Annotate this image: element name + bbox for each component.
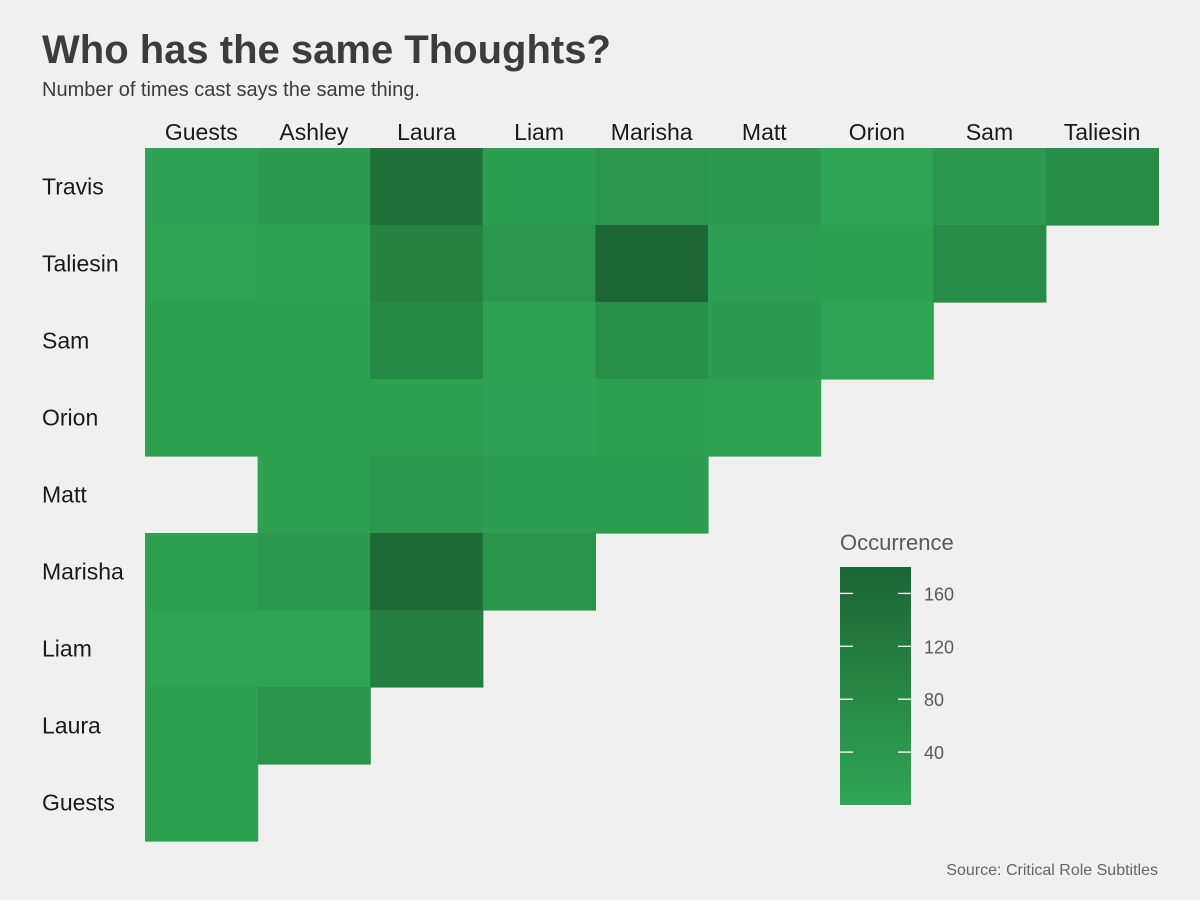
chart-title: Who has the same Thoughts? (42, 28, 611, 72)
heatmap-cell-orion-matt (708, 379, 822, 457)
row-label-taliesin: Taliesin (42, 251, 119, 277)
heatmap-cell-guests-guests (145, 764, 259, 842)
row-label-marisha: Marisha (42, 559, 124, 585)
heatmap-cell-sam-matt (708, 302, 822, 380)
heatmap-cell-sam-laura (370, 302, 484, 380)
legend-tick-label-120: 120 (924, 637, 954, 657)
row-label-laura: Laura (42, 713, 101, 739)
heatmap-cell-matt-liam (482, 456, 596, 534)
heatmap-cell-laura-guests (145, 687, 259, 765)
heatmap-cell-laura-ashley (257, 687, 371, 765)
column-label-sam: Sam (966, 119, 1013, 145)
legend-tick-label-80: 80 (924, 690, 944, 710)
heatmap-cell-sam-marisha (595, 302, 709, 380)
heatmap-cell-travis-sam (933, 148, 1047, 226)
heatmap-cell-taliesin-ashley (257, 225, 371, 303)
legend: Occurrence 40 80 120 160 (840, 530, 954, 805)
heatmap-cell-orion-laura (370, 379, 484, 457)
chart-caption: Source: Critical Role Subtitles (946, 862, 1158, 879)
legend-tick-label-40: 40 (924, 743, 944, 763)
heatmap-cell-travis-orion (820, 148, 934, 226)
column-label-liam: Liam (514, 119, 564, 145)
heatmap-cell-marisha-liam (482, 533, 596, 611)
heatmap-cell-orion-guests (145, 379, 259, 457)
heatmap-cell-liam-laura (370, 610, 484, 688)
column-label-guests: Guests (165, 119, 238, 145)
heatmap-cell-marisha-laura (370, 533, 484, 611)
column-label-marisha: Marisha (611, 119, 693, 145)
row-label-orion: Orion (42, 405, 98, 431)
heatmap-cell-sam-ashley (257, 302, 371, 380)
column-label-laura: Laura (397, 119, 456, 145)
heatmap-cell-sam-guests (145, 302, 259, 380)
heatmap-cell-travis-taliesin (1045, 148, 1159, 226)
heatmap-cell-travis-liam (482, 148, 596, 226)
row-label-sam: Sam (42, 328, 89, 354)
heatmap-cell-travis-guests (145, 148, 259, 226)
row-label-guests: Guests (42, 790, 115, 816)
column-label-matt: Matt (742, 119, 787, 145)
heatmap-cell-taliesin-guests (145, 225, 259, 303)
heatmap-cell-taliesin-matt (708, 225, 822, 303)
heatmap-cell-marisha-guests (145, 533, 259, 611)
column-labels: Guests Ashley Laura Liam Marisha Matt Orion Sam… (165, 119, 1141, 145)
heatmap-cell-taliesin-marisha (595, 225, 709, 303)
column-label-taliesin: Taliesin (1064, 119, 1141, 145)
row-label-travis: Travis (42, 174, 104, 200)
heatmap-cell-travis-marisha (595, 148, 709, 226)
heatmap-cell-travis-matt (708, 148, 822, 226)
heatmap-cell-liam-ashley (257, 610, 371, 688)
heatmap-cell-travis-ashley (257, 148, 371, 226)
column-label-ashley: Ashley (279, 119, 349, 145)
heatmap-cell-taliesin-laura (370, 225, 484, 303)
heatmap-cell-matt-ashley (257, 456, 371, 534)
heatmap-cell-orion-liam (482, 379, 596, 457)
row-label-liam: Liam (42, 636, 92, 662)
heatmap-cell-taliesin-orion (820, 225, 934, 303)
legend-tick-label-160: 160 (924, 584, 954, 604)
legend-colorbar (840, 567, 911, 805)
row-labels: Travis Taliesin Sam Orion Matt Marisha Liam Lau… (42, 174, 124, 816)
heatmap-cell-matt-marisha (595, 456, 709, 534)
heatmap-cell-taliesin-liam (482, 225, 596, 303)
column-label-orion: Orion (849, 119, 905, 145)
heatmap-cell-matt-laura (370, 456, 484, 534)
heatmap-cell-marisha-ashley (257, 533, 371, 611)
legend-title: Occurrence (840, 530, 954, 555)
heatmap-cell-orion-marisha (595, 379, 709, 457)
heatmap-cell-orion-ashley (257, 379, 371, 457)
heatmap-cell-sam-orion (820, 302, 934, 380)
heatmap-cells (145, 148, 1159, 842)
row-label-matt: Matt (42, 482, 87, 508)
chart-subtitle: Number of times cast says the same thing… (42, 79, 420, 101)
heatmap-cell-sam-liam (482, 302, 596, 380)
heatmap-cell-travis-laura (370, 148, 484, 226)
heatmap-cell-taliesin-sam (933, 225, 1047, 303)
heatmap-cell-liam-guests (145, 610, 259, 688)
